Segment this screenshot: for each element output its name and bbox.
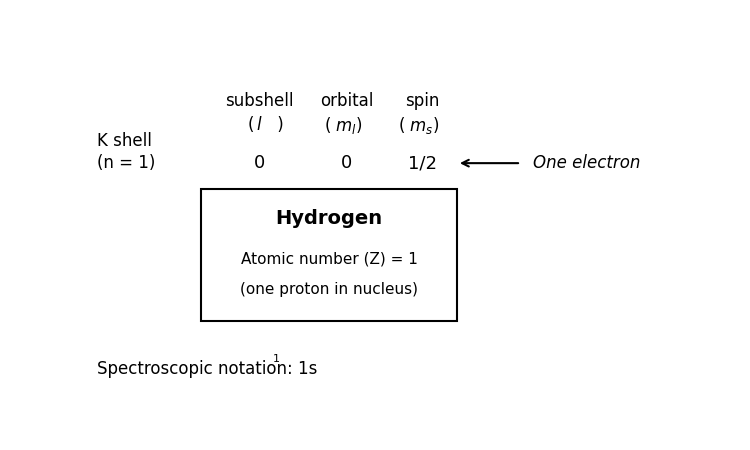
Text: 1: 1 [273,354,280,364]
Text: Spectroscopic notation: 1s: Spectroscopic notation: 1s [97,360,317,378]
Text: (n = 1): (n = 1) [97,154,155,172]
Text: K shell: K shell [97,131,152,149]
Text: ( $m_l$): ( $m_l$) [324,115,363,135]
Text: subshell: subshell [225,92,294,110]
Text: ): ) [272,116,284,134]
Text: One electron: One electron [532,154,640,172]
Text: ( $m_s$): ( $m_s$) [398,115,440,135]
Text: (one proton in nucleus): (one proton in nucleus) [240,282,418,297]
Text: 1/2: 1/2 [408,154,436,172]
Text: (: ( [248,116,259,134]
Text: orbital: orbital [320,92,374,110]
Text: spin: spin [405,92,439,110]
Text: 0: 0 [341,154,352,172]
Text: $l$: $l$ [256,116,262,134]
Text: Atomic number (Z) = 1: Atomic number (Z) = 1 [241,252,418,266]
Text: 0: 0 [254,154,265,172]
FancyBboxPatch shape [201,189,457,321]
Text: Hydrogen: Hydrogen [275,209,382,228]
